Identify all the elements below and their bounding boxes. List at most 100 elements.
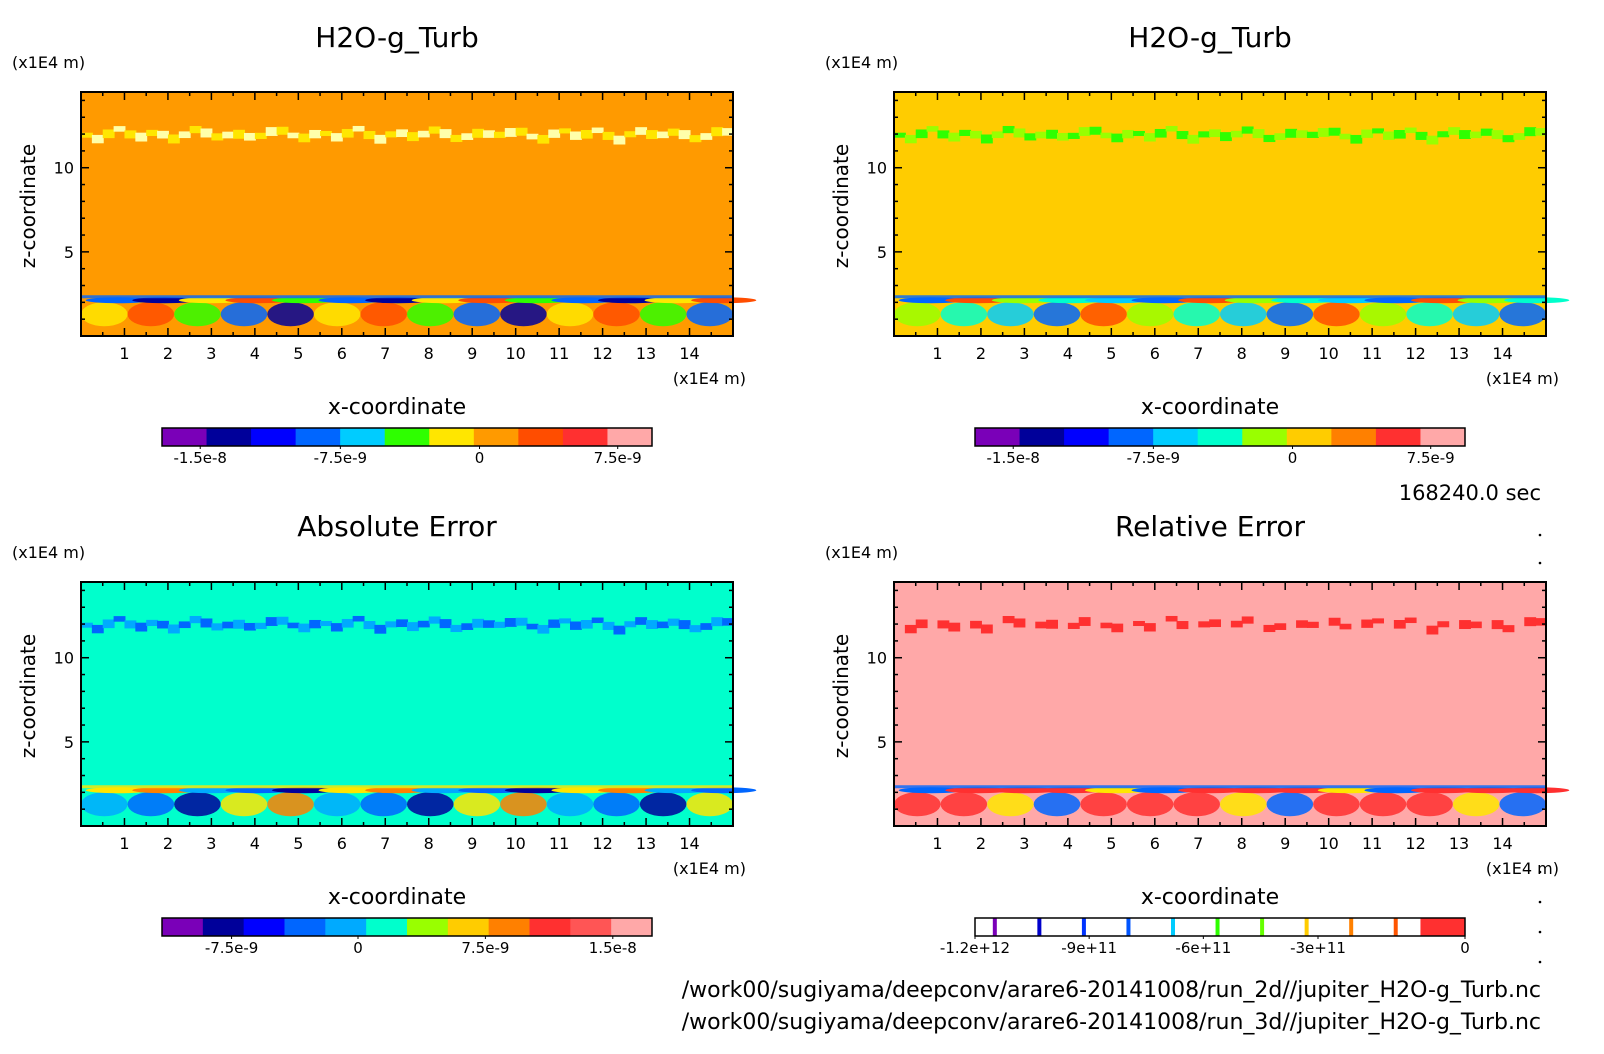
contour-field bbox=[81, 125, 757, 327]
colorbar-contour-line bbox=[1171, 918, 1175, 936]
colorbar-segment bbox=[562, 428, 608, 446]
panel-title: H2O-g_Turb bbox=[1128, 21, 1291, 54]
colorbar-tick-label: 7.5e-9 bbox=[594, 449, 642, 467]
colorbar-segment bbox=[607, 428, 653, 446]
x-tick-label: 3 bbox=[1019, 834, 1029, 853]
panel-1: H2O-g_Turb(x1E4 m)1 2 3 4 5 6 7 8 9 10 11 12 13 14510… bbox=[12, 21, 757, 467]
x-unit-label: (x1E4 m) bbox=[1486, 859, 1559, 878]
y-tick-label: 10 bbox=[54, 159, 74, 178]
colorbar-tick-label: 0 bbox=[1288, 449, 1298, 467]
x-tick-label: 3 bbox=[1019, 344, 1029, 363]
x-tick-label: 12 bbox=[1405, 834, 1425, 853]
colorbar-segment bbox=[202, 918, 245, 936]
x-tick-label: 10 bbox=[1318, 834, 1338, 853]
panel-2: H2O-g_Turb(x1E4 m)1 2 3 4 5 6 7 8 9 10 11 12 13 14510… bbox=[825, 21, 1570, 467]
colorbar-segment bbox=[407, 918, 449, 936]
colorbar-segment bbox=[1286, 918, 1332, 936]
y-tick-label: 10 bbox=[867, 159, 887, 178]
colorbar-segment bbox=[162, 918, 204, 936]
y-axis-label: z-coordinate bbox=[16, 634, 40, 758]
colorbar-contour-line bbox=[1126, 918, 1131, 936]
axis-ticks bbox=[81, 92, 733, 336]
colorbar-contour-line bbox=[1037, 918, 1042, 936]
y-unit-label: (x1E4 m) bbox=[12, 53, 85, 72]
colorbar-segment bbox=[1064, 918, 1110, 936]
x-tick-label: 8 bbox=[424, 344, 434, 363]
x-tick-label: 3 bbox=[206, 344, 216, 363]
x-tick-label: 7 bbox=[380, 344, 390, 363]
colorbar-segment bbox=[251, 428, 297, 446]
x-tick-label: 9 bbox=[1280, 834, 1290, 853]
axis-ticks bbox=[81, 582, 733, 826]
colorbar-segment bbox=[1375, 428, 1421, 446]
x-axis-label: x-coordinate bbox=[1141, 885, 1279, 910]
colorbar-contour-line bbox=[1304, 918, 1309, 936]
panel-3: Absolute Error(x1E4 m)1 2 3 4 5 6 7 8 9 10 11 12 13 1… bbox=[12, 510, 757, 957]
colorbar: -1.2e+12 -9e+11 -6e+11 -3e+11 0 bbox=[940, 917, 1470, 957]
colorbar-segment bbox=[384, 428, 430, 446]
x-tick-label: 5 bbox=[1106, 834, 1116, 853]
x-tick-label: 5 bbox=[1106, 344, 1116, 363]
colorbar-segment bbox=[447, 918, 490, 936]
x-tick-label: 1 bbox=[932, 344, 942, 363]
colorbar-segment bbox=[488, 918, 530, 936]
colorbar: -1.5e-8 -7.5e-9 0 7.5e-9 bbox=[161, 427, 653, 467]
y-unit-label: (x1E4 m) bbox=[825, 543, 898, 562]
colorbar-tick-label: 0 bbox=[1460, 939, 1470, 957]
y-axis-label: z-coordinate bbox=[829, 144, 853, 268]
colorbar-tick-label: -6e+11 bbox=[1175, 939, 1231, 957]
colorbar-tick-label: -1.5e-8 bbox=[986, 449, 1039, 467]
colorbar-segment bbox=[1197, 428, 1243, 446]
x-tick-label: 11 bbox=[549, 834, 569, 853]
x-tick-label: 7 bbox=[380, 834, 390, 853]
colorbar-segment bbox=[1108, 918, 1154, 936]
colorbar-segment bbox=[1331, 918, 1377, 936]
x-tick-label: 14 bbox=[1492, 344, 1512, 363]
x-tick-label: 13 bbox=[636, 344, 656, 363]
x-tick-label: 12 bbox=[1405, 344, 1425, 363]
colorbar-contour-line bbox=[1260, 918, 1265, 936]
panel-title: Relative Error bbox=[1115, 510, 1306, 543]
x-unit-label: (x1E4 m) bbox=[1486, 369, 1559, 388]
colorbar-contour-line bbox=[1349, 918, 1354, 936]
x-tick-label: 13 bbox=[1449, 834, 1469, 853]
x-tick-label: 11 bbox=[549, 344, 569, 363]
x-tick-label: 11 bbox=[1362, 344, 1382, 363]
x-tick-label: 2 bbox=[163, 834, 173, 853]
x-tick-label: 3 bbox=[206, 834, 216, 853]
x-tick-label: 9 bbox=[467, 834, 477, 853]
x-tick-label: 4 bbox=[1063, 344, 1073, 363]
colorbar-segment bbox=[1108, 428, 1154, 446]
colorbar-segment bbox=[243, 918, 285, 936]
y-tick-label: 10 bbox=[54, 649, 74, 668]
colorbar-segment bbox=[1286, 428, 1332, 446]
colorbar-segment bbox=[1064, 428, 1110, 446]
colorbar-segment bbox=[1331, 428, 1377, 446]
panel-title: H2O-g_Turb bbox=[315, 21, 478, 54]
x-tick-label: 10 bbox=[505, 834, 525, 853]
y-unit-label: (x1E4 m) bbox=[12, 543, 85, 562]
colorbar-segment bbox=[518, 428, 564, 446]
x-tick-label: 1 bbox=[119, 344, 129, 363]
y-axis-label: z-coordinate bbox=[16, 144, 40, 268]
colorbar-segment bbox=[975, 428, 1021, 446]
x-tick-label: 10 bbox=[505, 344, 525, 363]
file-path-1: /work00/sugiyama/deepconv/arare6-2014100… bbox=[682, 978, 1541, 1003]
x-axis-label: x-coordinate bbox=[1141, 395, 1279, 420]
edge-dots bbox=[1538, 533, 1542, 964]
y-tick-label: 5 bbox=[877, 733, 887, 752]
colorbar-tick-label: -9e+11 bbox=[1061, 939, 1117, 957]
time-label: 168240.0 sec bbox=[1399, 481, 1541, 505]
x-tick-label: 2 bbox=[976, 344, 986, 363]
colorbar-segment bbox=[1153, 918, 1199, 936]
colorbar-segment bbox=[473, 428, 519, 446]
axis-ticks bbox=[894, 92, 1546, 336]
colorbar-segment bbox=[611, 918, 653, 936]
x-axis-label: x-coordinate bbox=[328, 395, 466, 420]
x-tick-label: 13 bbox=[636, 834, 656, 853]
x-tick-label: 9 bbox=[1280, 344, 1290, 363]
x-tick-label: 6 bbox=[337, 344, 347, 363]
x-tick-label: 4 bbox=[1063, 834, 1073, 853]
colorbar-segment bbox=[1197, 918, 1243, 936]
